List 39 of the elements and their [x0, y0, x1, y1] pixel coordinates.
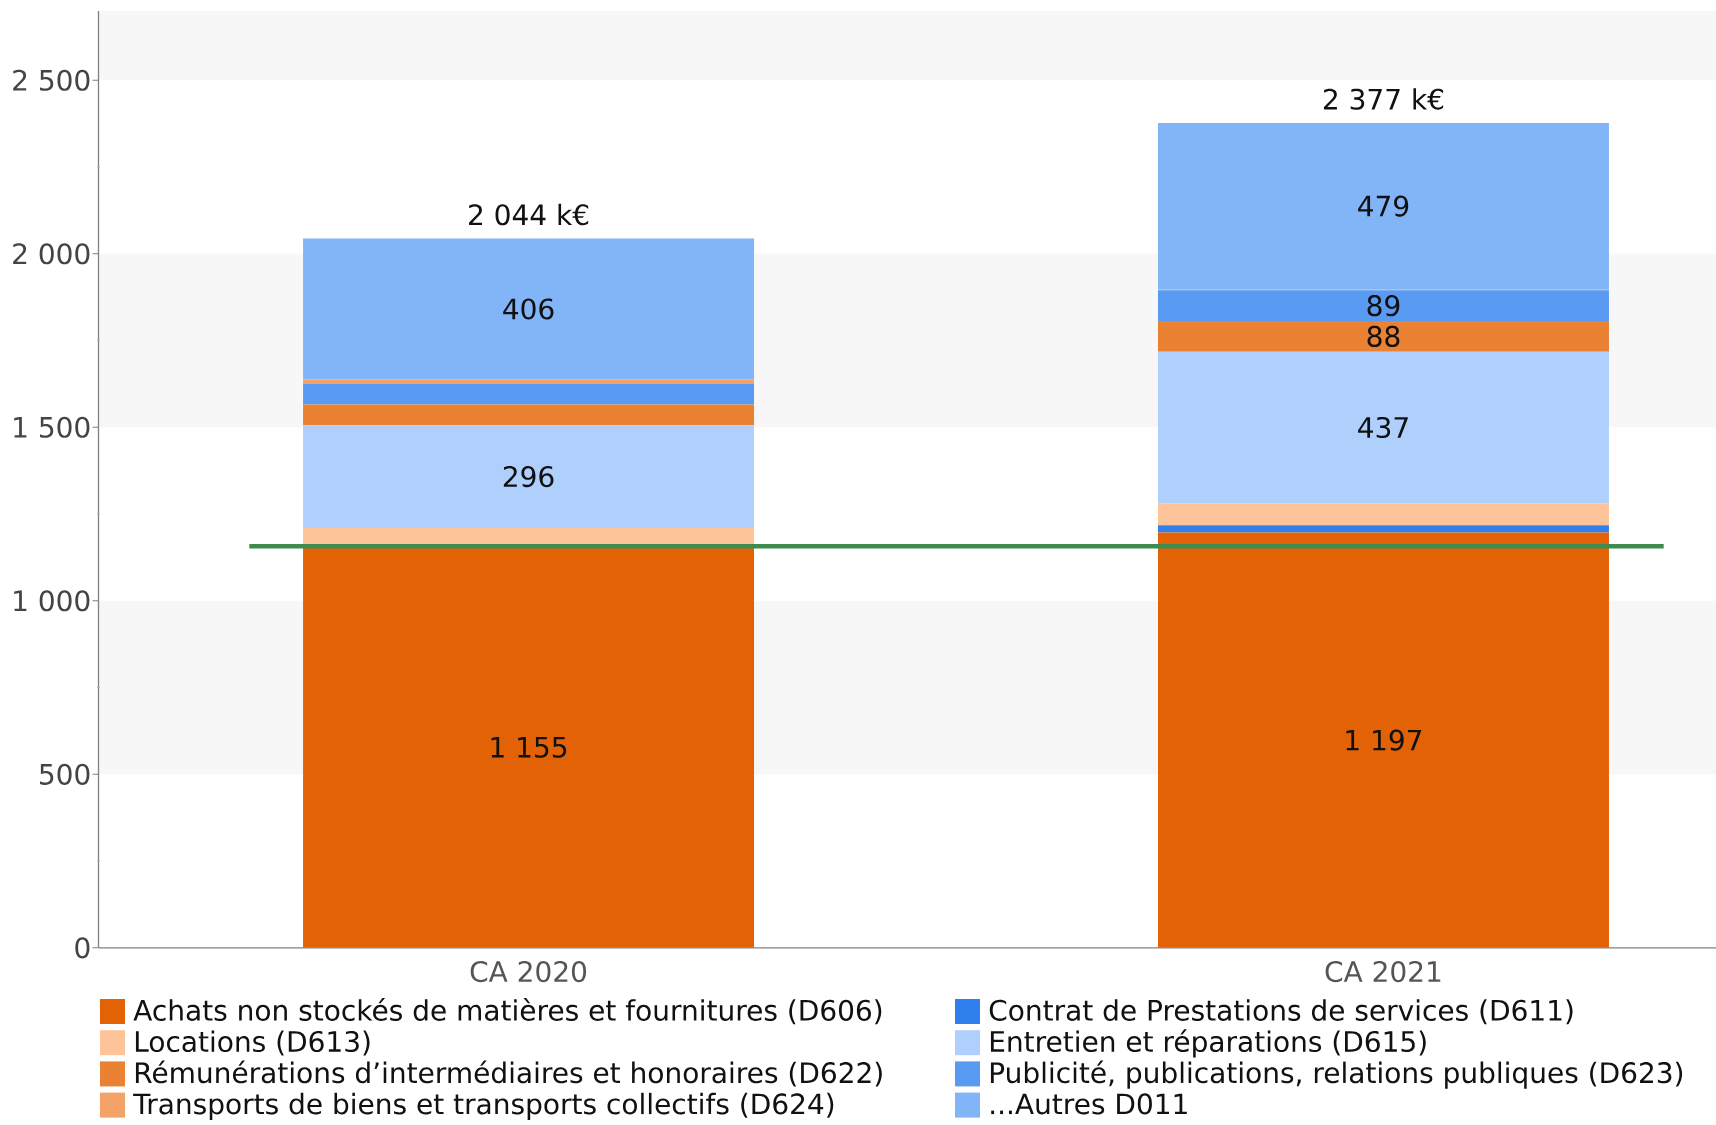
legend-label: Rémunérations d’intermédiaires et honoraires (D622) — [135, 1060, 882, 1087]
y-tick-label: 2 000 — [13, 243, 90, 265]
bar — [303, 425, 755, 528]
legend-label: Entretien et réparations (D615) — [990, 1029, 1426, 1058]
bar — [1157, 321, 1609, 352]
bar — [303, 379, 755, 384]
bar — [303, 238, 755, 380]
y-tick-label: 1 000 — [14, 590, 90, 612]
bar — [1157, 122, 1609, 290]
data-label: 89 — [1367, 295, 1400, 317]
legend-label: Transports de biens et transports collectifs (D624) — [133, 1092, 834, 1120]
bar — [1157, 532, 1609, 948]
legend-label: Achats non stockés de matières et fournitures (D606) — [133, 998, 882, 1025]
data-label: 437 — [1358, 416, 1408, 439]
data-label: 1 155 — [491, 737, 567, 758]
legend-label: ...Autres D011 — [991, 1093, 1187, 1115]
bar — [303, 383, 755, 405]
x-tick-label: CA 2020 — [470, 961, 587, 983]
y-tick-label: 500 — [40, 763, 90, 785]
legend-label: Contrat de Prestations de services (D611) — [989, 999, 1573, 1025]
y-tick-label: 2 500 — [13, 69, 90, 91]
total-label: 2 044 k€ — [469, 203, 589, 226]
data-label: 296 — [503, 465, 554, 488]
total-label: 2 377 k€ — [1323, 88, 1444, 110]
bar — [1157, 351, 1609, 504]
data-label: 406 — [503, 298, 554, 320]
bar — [1157, 503, 1609, 526]
data-label: 479 — [1358, 195, 1409, 217]
bar — [303, 404, 755, 426]
y-tick-label: 1 500 — [14, 416, 90, 438]
x-tick-label: CA 2021 — [1325, 961, 1441, 983]
bar — [303, 547, 755, 948]
data-label: 1 197 — [1346, 729, 1422, 751]
bar — [1157, 290, 1609, 322]
data-label: 88 — [1367, 325, 1400, 347]
y-tick-label: 0 — [75, 937, 90, 959]
legend-label: Publicité, publications, relations publiques (D623) — [990, 1060, 1683, 1089]
legend-label: Locations (D613) — [135, 1030, 370, 1056]
bar — [1157, 525, 1609, 533]
